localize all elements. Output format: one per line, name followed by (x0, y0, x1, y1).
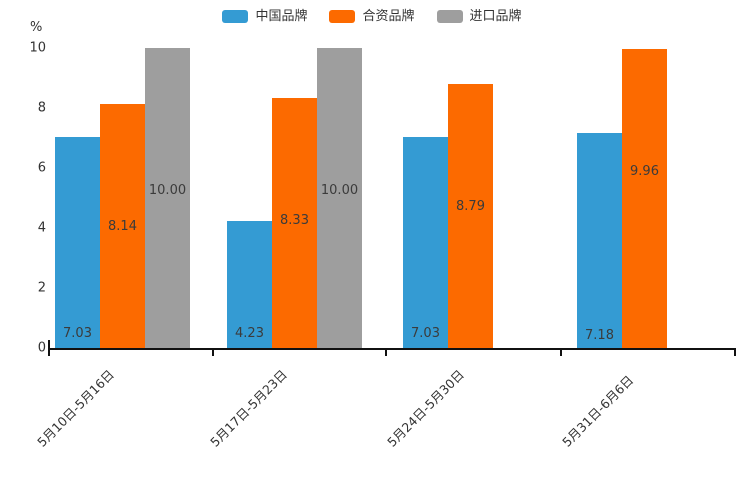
bar[interactable]: 8.33 (272, 98, 317, 348)
bar[interactable]: 7.03 (403, 137, 448, 348)
bar-value-label: 8.14 (108, 218, 137, 234)
x-axis-tick (385, 348, 387, 356)
bar-value-label: 7.03 (411, 326, 440, 341)
y-axis-tick-label: 4 (37, 220, 46, 236)
x-axis-tick (48, 348, 50, 356)
bar[interactable]: 10.00 (145, 48, 190, 348)
bar-value-label: 10.00 (320, 183, 359, 198)
bar[interactable]: 8.14 (100, 103, 145, 348)
x-axis-line (48, 348, 736, 350)
bar[interactable]: 7.03 (55, 137, 100, 348)
bar-value-label: 9.96 (630, 164, 659, 180)
x-axis-tick (560, 348, 562, 356)
bar-value-label: 4.23 (235, 326, 264, 341)
x-axis-label: 5月10日-5月16日 (34, 366, 118, 450)
bar-value-label: 8.33 (280, 213, 309, 229)
bar-value-label: 7.03 (63, 326, 92, 341)
bar[interactable]: 8.79 (448, 84, 493, 348)
y-axis-unit-label: % (30, 20, 43, 35)
x-axis-tick (734, 348, 736, 356)
y-axis-tick-label: 8 (37, 100, 46, 116)
bar-value-label: 7.18 (585, 327, 614, 343)
x-axis-label: 5月17日-5月23日 (207, 366, 291, 450)
bar-value-label: 10.00 (148, 183, 187, 198)
bar-value-label: 8.79 (456, 199, 485, 215)
x-axis-label: 5月24日-5月30日 (384, 366, 468, 450)
bar[interactable]: 4.23 (227, 221, 272, 348)
bar[interactable]: 10.00 (317, 48, 362, 348)
bar[interactable]: 7.18 (577, 132, 622, 348)
x-axis-tick (212, 348, 214, 356)
x-axis-label: 5月31日-6月6日 (559, 372, 637, 450)
bar[interactable]: 9.96 (622, 49, 667, 348)
y-axis-tick-label: 0 (37, 340, 46, 356)
y-axis-origin-tick (48, 340, 50, 349)
y-axis-tick-label: 10 (29, 40, 46, 56)
y-axis-tick-label: 6 (37, 160, 46, 176)
y-axis-tick-label: 2 (37, 280, 46, 296)
